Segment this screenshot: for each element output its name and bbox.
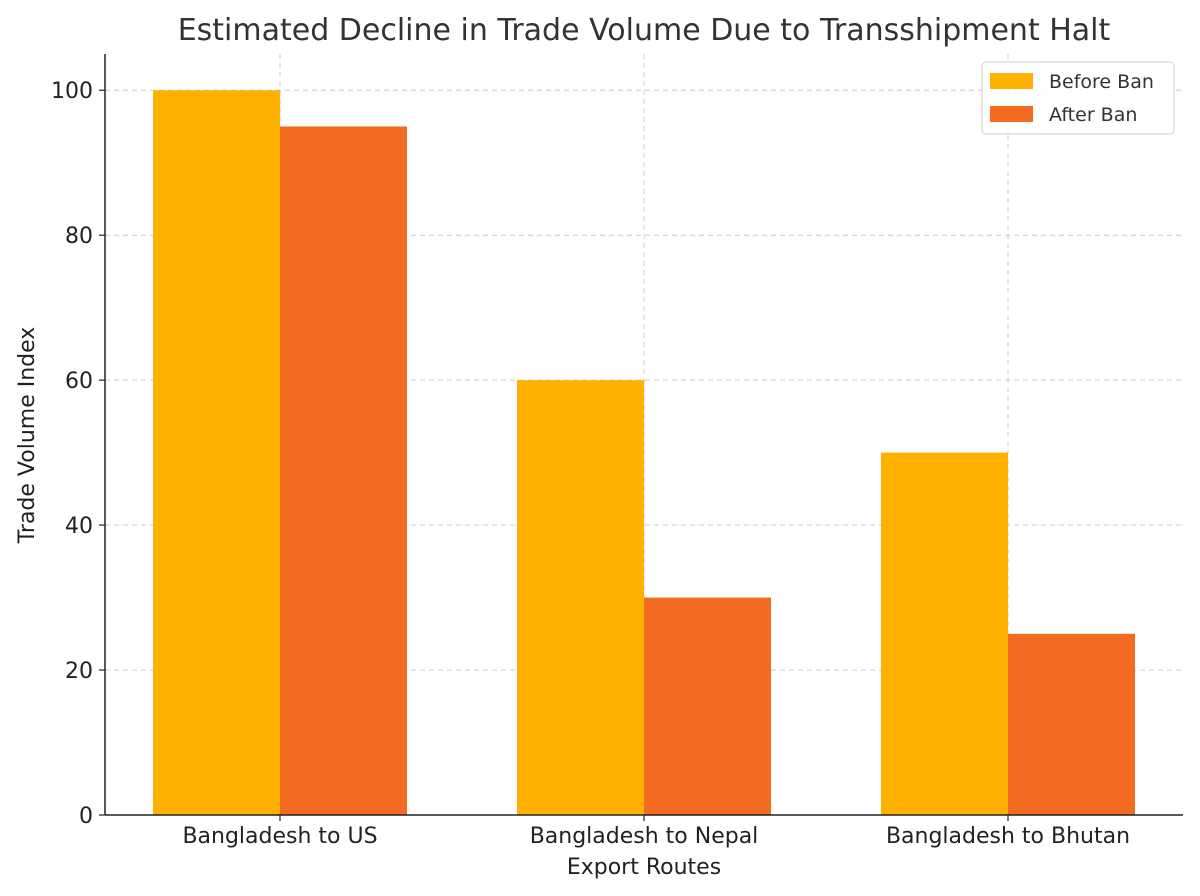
bar-after-ban-0 xyxy=(280,126,407,815)
x-axis-ticks: Bangladesh to US Bangladesh to Nepal Bangl… xyxy=(182,815,1130,849)
legend-swatch-after-ban xyxy=(990,106,1033,122)
x-tick-label: Bangladesh to US xyxy=(182,824,377,849)
y-axis-label: Trade Volume Index xyxy=(15,327,40,545)
bar-after-ban-2 xyxy=(1008,633,1135,815)
legend-label-before-ban: Before Ban xyxy=(1049,71,1154,93)
legend-label-after-ban: After Ban xyxy=(1049,104,1137,126)
y-axis-ticks: 0 20 40 60 80 100 xyxy=(51,79,105,829)
bar-before-ban-0 xyxy=(153,90,280,815)
x-axis-label: Export Routes xyxy=(567,855,721,880)
y-tick-label: 100 xyxy=(51,79,93,104)
y-tick-label: 20 xyxy=(65,659,93,684)
legend-swatch-before-ban xyxy=(990,73,1033,89)
bar-before-ban-1 xyxy=(517,380,644,815)
bar-before-ban-2 xyxy=(881,452,1008,815)
legend: Before Ban After Ban xyxy=(981,61,1175,135)
x-tick-label: Bangladesh to Bhutan xyxy=(886,824,1130,849)
x-tick-label: Bangladesh to Nepal xyxy=(530,824,759,849)
y-tick-label: 0 xyxy=(79,804,93,829)
bar-after-ban-1 xyxy=(644,597,771,815)
y-tick-label: 40 xyxy=(65,514,93,539)
y-tick-label: 80 xyxy=(65,224,93,249)
y-tick-label: 60 xyxy=(65,369,93,394)
bars xyxy=(153,90,1135,815)
chart-title: Estimated Decline in Trade Volume Due to… xyxy=(178,13,1111,48)
